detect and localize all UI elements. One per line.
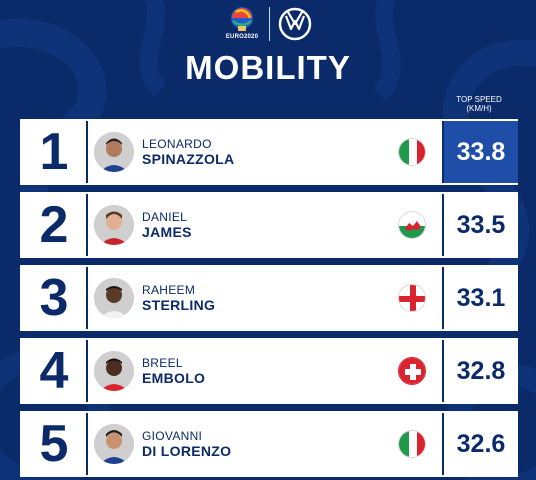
player-avatar — [94, 132, 134, 172]
player-avatar — [94, 205, 134, 245]
player-last-name: DI LORENZO — [142, 443, 232, 459]
vw-logo-icon — [278, 7, 312, 41]
player-first-name: BREEL — [142, 356, 183, 370]
row-divider — [442, 340, 444, 402]
ranking-row: 3 RAHEEM STERLING 33.1 — [20, 265, 518, 331]
logo-group: EURO2020 — [222, 4, 318, 44]
ranking-row: 2 DANIEL JAMES 33.5 — [20, 192, 518, 258]
player-last-name: EMBOLO — [142, 370, 206, 386]
row-divider — [86, 413, 88, 475]
row-divider — [86, 267, 88, 329]
row-divider — [86, 340, 88, 402]
top-speed-value: 32.8 — [456, 356, 506, 385]
player-first-name: LEONARDO — [142, 137, 212, 151]
england-flag-icon — [398, 284, 426, 312]
top-speed-value: 33.5 — [456, 210, 506, 239]
logo-divider — [269, 7, 270, 41]
switzerland-flag-icon — [398, 357, 426, 385]
euro2020-wordmark: EURO2020 — [225, 34, 259, 40]
top-speed-value: 32.6 — [456, 429, 506, 458]
player-last-name: JAMES — [142, 224, 192, 240]
player-name: DANIEL JAMES — [142, 210, 192, 240]
player-last-name: STERLING — [142, 297, 216, 313]
row-divider — [86, 194, 88, 256]
euro2020-logo-icon — [231, 7, 253, 31]
player-name: GIOVANNI DI LORENZO — [142, 429, 231, 459]
rank-number: 3 — [39, 269, 69, 327]
page-title: MOBILITY — [185, 49, 351, 86]
column-header-line2: (KM/H) — [466, 104, 492, 113]
player-avatar — [94, 278, 134, 318]
row-divider — [442, 194, 444, 256]
column-header-line1: TOP SPEED — [456, 95, 502, 104]
italy-flag-icon — [398, 138, 426, 166]
ranking-row: 4 BREEL EMBOLO 32.8 — [20, 338, 518, 404]
rank-number: 1 — [22, 121, 86, 183]
player-avatar — [94, 424, 134, 464]
row-divider — [442, 267, 444, 329]
player-name: LEONARDO SPINAZZOLA — [142, 137, 234, 167]
player-first-name: GIOVANNI — [142, 429, 203, 443]
ranking-row: 1 LEONARDO SPINAZZOLA 33.8 — [20, 119, 518, 185]
rank-number: 2 — [39, 196, 69, 254]
wales-flag-icon — [398, 211, 426, 239]
top-speed-value: 33.1 — [456, 283, 506, 312]
top-speed-value: 33.8 — [444, 121, 518, 183]
player-name: RAHEEM STERLING — [142, 283, 215, 313]
rank-number: 4 — [39, 342, 69, 400]
ranking-row: 5 GIOVANNI DI LORENZO 32.6 — [20, 411, 518, 477]
top-speed-column-header: TOP SPEED (KM/H) — [440, 95, 518, 113]
player-last-name: SPINAZZOLA — [142, 151, 235, 167]
rank-number: 5 — [39, 415, 69, 473]
row-divider — [442, 121, 444, 183]
player-avatar — [94, 351, 134, 391]
row-divider — [442, 413, 444, 475]
header: EURO2020 MOBILITY TOP SPEED (KM/H) — [0, 0, 536, 113]
player-first-name: RAHEEM — [142, 283, 196, 297]
player-first-name: DANIEL — [142, 210, 188, 224]
player-name: BREEL EMBOLO — [142, 356, 205, 386]
italy-flag-icon — [398, 430, 426, 458]
row-divider — [86, 121, 88, 183]
